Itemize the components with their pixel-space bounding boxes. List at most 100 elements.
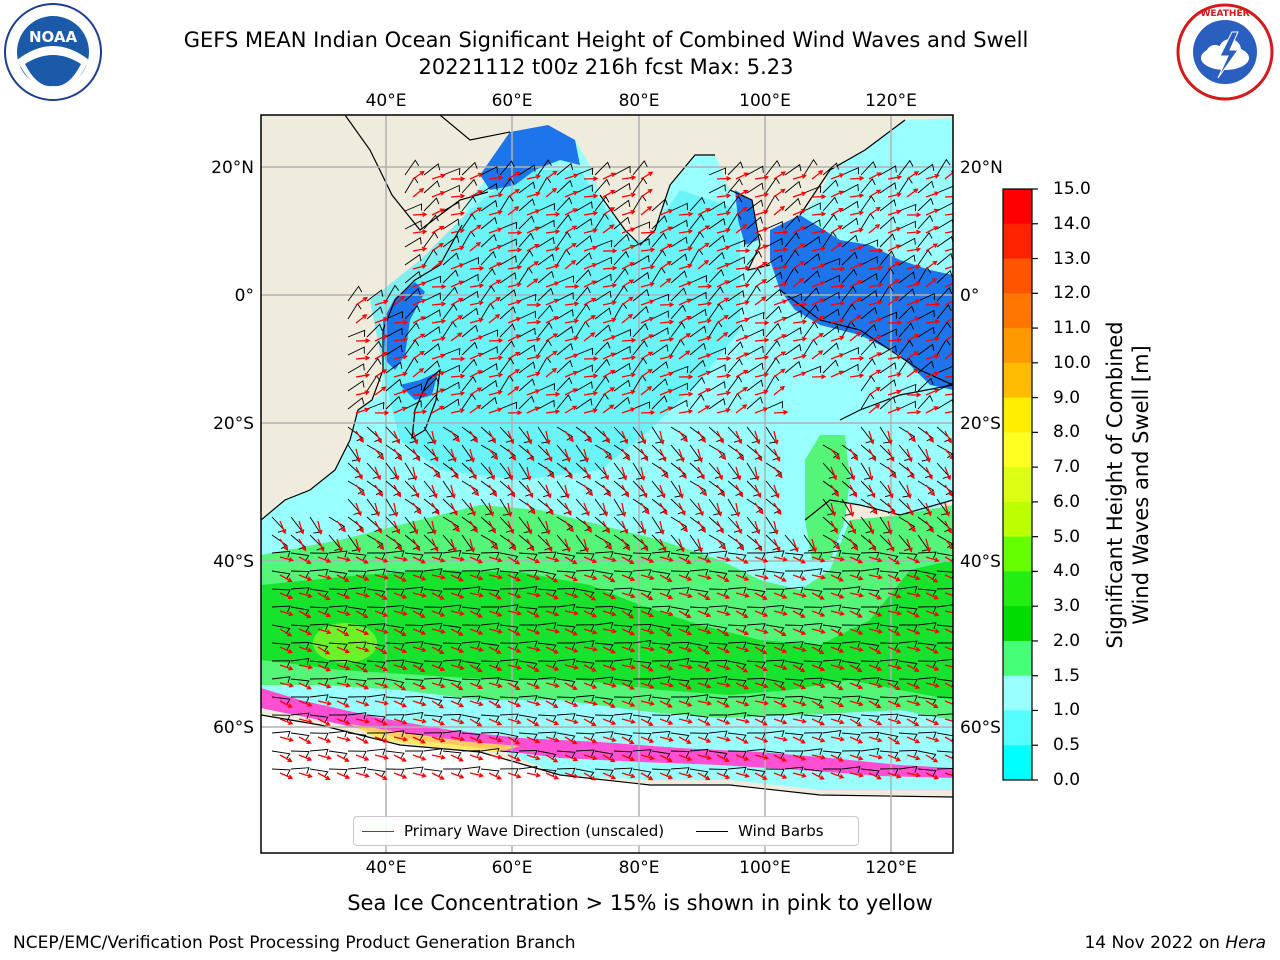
lat-label-right: 0° [960,286,979,306]
wind-barb [936,252,953,266]
wave-direction-arrow [640,718,654,726]
wave-direction-arrow [355,664,369,673]
wind-barb [917,696,937,706]
wind-barb [917,266,932,284]
wave-direction-arrow [659,389,674,396]
wave-direction-arrow [526,754,541,761]
wind-barb [347,678,367,687]
wind-barb [746,233,763,248]
wave-direction-arrow [355,574,370,581]
wave-direction-arrow [773,334,787,342]
colorbar-band [1003,189,1032,225]
wave-direction-arrow [469,352,484,360]
wave-direction-arrow [830,370,845,378]
wave-direction-arrow [716,210,732,216]
wind-barb [917,360,935,374]
wave-direction-arrow [412,718,428,724]
wind-barb [575,462,591,479]
wave-direction-arrow [621,279,635,288]
wave-direction-arrow [317,610,332,618]
wave-direction-arrow [507,430,515,445]
wind-barb [385,659,405,667]
wave-direction-arrow [868,223,881,234]
wind-barb [898,660,918,670]
wave-direction-arrow [697,242,710,252]
wave-direction-arrow [640,592,654,601]
wind-barb [879,182,897,194]
wind-barb [822,729,842,737]
wind-barb [727,256,745,266]
wave-direction-arrow [830,225,844,234]
wind-barb [347,750,367,758]
wind-barb [936,658,953,666]
wave-direction-arrow [621,664,637,670]
wind-barb [917,750,937,761]
wind-barb [518,310,536,320]
wind-barb [480,250,497,266]
wave-direction-arrow [640,264,656,270]
wave-direction-arrow [754,209,769,216]
wave-direction-arrow [583,263,598,270]
wave-direction-arrow [868,248,884,253]
wind-barb [499,678,519,688]
chart-subtitle: 20221112 t00z 216h fcst Max: 5.23 [418,55,794,79]
wind-barb [822,659,842,667]
wave-direction-arrow [431,538,439,553]
wind-barb [575,398,593,410]
wave-direction-arrow [431,405,445,414]
wind-barb [442,398,460,410]
wave-direction-arrow [716,628,730,637]
wind-barb [461,640,481,648]
wind-barb [708,534,726,549]
wave-direction-arrow [716,280,730,288]
wave-direction-arrow [906,592,922,598]
wave-direction-arrow [773,502,782,516]
wind-barb [575,768,595,779]
wind-barb [499,357,515,374]
wind-barb [499,658,519,666]
wind-barb [860,714,880,723]
wave-direction-arrow [602,736,617,743]
wave-direction-arrow [488,244,503,252]
wind-barb [708,286,724,302]
wave-direction-arrow [906,409,922,415]
wave-direction-arrow [412,754,427,761]
wave-direction-arrow [849,574,864,581]
wave-direction-arrow [564,173,579,180]
wave-direction-arrow [431,664,446,672]
colorbar-tick-label: 1.5 [1053,665,1081,686]
wave-direction-arrow [925,353,940,360]
wind-barb [746,498,763,513]
wave-direction-arrow [849,592,865,598]
wind-barb [499,255,517,266]
wind-barb [575,749,595,757]
wave-direction-arrow [469,466,477,480]
wave-direction-arrow [545,263,560,270]
wind-barb [461,426,478,442]
wave-direction-arrow [640,700,655,706]
wave-direction-arrow [792,371,807,378]
wind-barb [898,254,916,266]
wave-direction-arrow [393,754,407,762]
wind-barb [689,606,709,615]
wind-barb [861,606,880,614]
wind-barb [613,678,633,688]
wave-direction-arrow [583,297,597,306]
wind-barb [898,271,916,284]
wave-direction-arrow [811,350,824,360]
wave-direction-arrow [735,448,745,461]
wind-barb [746,588,766,598]
wind-barb [442,750,462,759]
wind-barb [347,363,365,374]
wave-direction-arrow [640,230,656,235]
wave-direction-arrow [621,448,631,461]
wind-barb [537,304,554,320]
wind-barb [708,768,728,776]
wave-direction-arrow [526,406,541,414]
wind-barb [328,588,348,596]
wind-barb [689,376,706,392]
wave-direction-arrow [431,610,446,617]
wave-direction-arrow [545,574,559,583]
wind-barb [575,184,593,194]
wave-direction-arrow [602,300,618,306]
